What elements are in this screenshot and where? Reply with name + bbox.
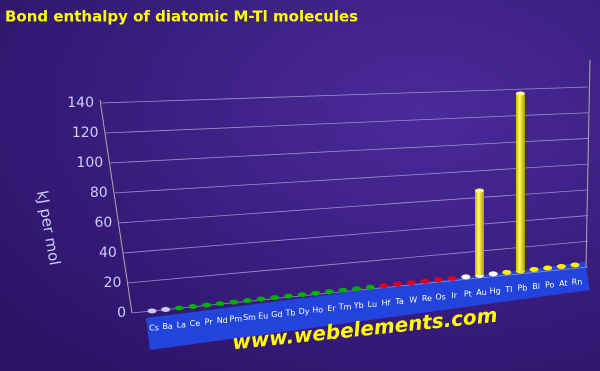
x-tick-label: Au	[476, 288, 487, 297]
x-tick-label: Dy	[299, 307, 310, 316]
base-dot	[256, 296, 266, 302]
base-dot	[311, 290, 321, 296]
back-edge	[585, 59, 591, 268]
x-tick-label: Nd	[217, 316, 228, 325]
base-dot	[161, 307, 171, 313]
x-tick-label: Ta	[394, 297, 404, 306]
base-dot	[215, 301, 225, 307]
x-tick-label: Ho	[312, 306, 323, 315]
y-tick-label: 0	[117, 305, 126, 321]
x-tick-label: Tm	[338, 303, 352, 312]
x-tick-label: Gd	[271, 310, 282, 319]
y-tick-label: 20	[104, 275, 122, 291]
y-axis	[99, 99, 133, 314]
base-dot	[461, 274, 471, 280]
x-tick-label: Ir	[451, 291, 457, 300]
x-tick-label: Rn	[572, 278, 583, 287]
base-dot	[488, 271, 498, 277]
floor-strip	[146, 262, 590, 350]
grid-line	[127, 240, 589, 284]
y-tick-label: 80	[90, 185, 108, 201]
y-tick-label: 100	[76, 155, 103, 171]
x-tick-label: Hf	[382, 298, 391, 307]
base-dot	[147, 308, 157, 314]
bar-cap	[515, 91, 525, 96]
base-dot	[270, 295, 280, 301]
base-dot	[297, 292, 307, 298]
x-tick-label: Tb	[284, 309, 295, 318]
bar	[474, 190, 484, 276]
x-tick-label: Hg	[490, 286, 501, 295]
base-dot	[434, 277, 444, 283]
grid-line	[113, 163, 589, 194]
y-tick-label: 60	[94, 215, 112, 231]
base-dot	[406, 280, 416, 286]
base-dot	[570, 262, 580, 268]
x-tick-label: Po	[545, 280, 555, 289]
chart-title: Bond enthalpy of diatomic M-Tl molecules	[5, 8, 358, 26]
grid-line	[104, 112, 589, 134]
x-tick-label: Lu	[368, 300, 377, 309]
base-dot	[502, 269, 512, 275]
x-tick-label: La	[177, 321, 186, 330]
base-dot	[556, 263, 566, 269]
base-dot	[543, 265, 553, 271]
grid-line	[99, 86, 589, 104]
x-tick-label: Tl	[504, 285, 512, 294]
x-tick-label: At	[559, 279, 567, 288]
grid-line	[118, 189, 589, 224]
x-tick-label: Er	[327, 304, 336, 313]
base-dot	[365, 284, 375, 290]
bar	[515, 93, 525, 271]
base-dot	[229, 299, 239, 305]
y-tick-label: 140	[67, 95, 94, 111]
bar-cap	[474, 188, 484, 193]
base-dot	[352, 286, 362, 292]
x-tick-label: Pm	[230, 315, 243, 324]
base-dot	[188, 304, 198, 310]
x-tick-label: Bi	[532, 282, 540, 291]
base-dot	[283, 293, 293, 299]
x-tick-label: Cs	[149, 324, 159, 333]
x-tick-label: Pb	[517, 283, 527, 292]
base-dot	[529, 266, 539, 272]
base-dot	[447, 275, 457, 281]
x-tick-label: Ce	[190, 319, 201, 328]
base-dot	[243, 298, 253, 304]
base-dot	[338, 287, 348, 293]
x-tick-label: Pr	[205, 318, 214, 327]
base-dot	[174, 305, 184, 311]
x-tick-label: Sm	[243, 313, 256, 322]
y-tick-label: 40	[99, 245, 117, 261]
base-dot	[393, 281, 403, 287]
y-tick-label: 120	[72, 125, 99, 141]
grid-line	[122, 215, 589, 254]
base-dot	[420, 278, 430, 284]
x-tick-label: Yb	[353, 301, 364, 310]
x-tick-label: Os	[435, 292, 445, 301]
x-tick-label: Ba	[162, 322, 172, 331]
x-tick-label: Eu	[258, 312, 268, 321]
base-dot	[202, 302, 212, 308]
grid-line	[109, 138, 589, 164]
base-dot	[379, 283, 389, 289]
x-tick-label: Re	[422, 294, 432, 303]
x-tick-label: Pt	[464, 289, 472, 298]
x-tick-label: W	[409, 295, 417, 304]
base-dot	[324, 289, 334, 295]
